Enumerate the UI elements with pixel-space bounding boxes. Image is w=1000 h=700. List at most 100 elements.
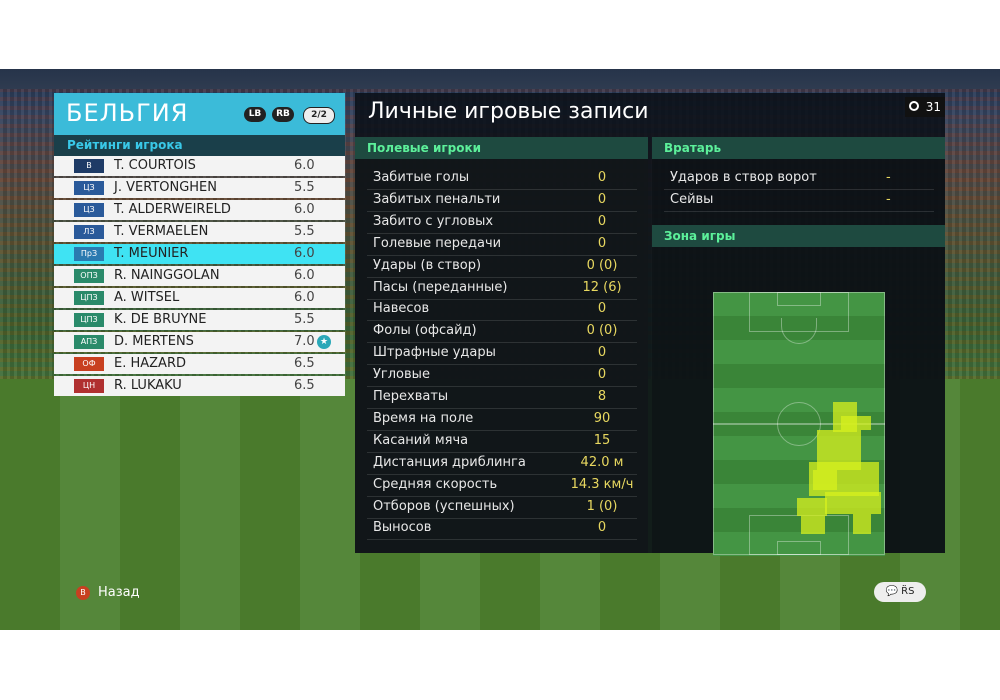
position-badge: ЦН — [74, 379, 104, 393]
ratings-header: Рейтинги игрока — [54, 135, 345, 156]
gk-stat-value: - — [886, 170, 891, 185]
zone-header: Зона игры — [652, 225, 945, 247]
player-name: T. ALDERWEIRELD — [114, 202, 231, 217]
stat-label: Дистанция дриблинга — [373, 454, 526, 470]
player-name: K. DE BRUYNE — [114, 312, 207, 327]
stat-row: Дистанция дриблинга 42.0 м — [367, 453, 637, 475]
records-panel: Личные игровые записи 31 Полевые игроки … — [355, 93, 945, 556]
team-name: БЕЛЬГИЯ — [66, 99, 189, 127]
player-rating: 6.5 — [294, 378, 315, 393]
player-name: T. MEUNIER — [114, 246, 189, 261]
b-button-icon: B — [76, 586, 90, 600]
pitch-stripe — [713, 364, 885, 388]
pitch-stripe — [713, 532, 885, 556]
heatmap-cell — [841, 416, 871, 430]
stat-label: Навесов — [373, 301, 430, 317]
stat-label: Удары (в створ) — [373, 257, 482, 273]
stat-value: 0 — [597, 520, 607, 536]
stat-label: Забитых пенальти — [373, 191, 501, 207]
player-row[interactable]: ЦЗ J. VERTONGHEN 5.5 — [54, 178, 345, 198]
position-badge: ЦПЗ — [74, 313, 104, 327]
player-row[interactable]: ОПЗ R. NAINGGOLAN 6.0 — [54, 266, 345, 286]
stat-value: 0 — [597, 191, 607, 207]
heatmap-cell — [825, 492, 881, 514]
player-name: A. WITSEL — [114, 290, 180, 305]
player-row[interactable]: ЦЗ T. ALDERWEIRELD 6.0 — [54, 200, 345, 220]
position-badge: ЦПЗ — [74, 291, 104, 305]
stat-row: Голевые передачи 0 — [367, 234, 637, 256]
pitch-outline — [713, 292, 885, 555]
player-rating: 6.5 — [294, 356, 315, 371]
star-icon: ★ — [317, 335, 331, 349]
clock-icon — [909, 101, 919, 111]
stat-value: 0 — [597, 367, 607, 383]
stat-row: Угловые 0 — [367, 365, 637, 388]
stat-row: Забито с угловых 0 — [367, 212, 637, 234]
player-rating: 7.0 — [294, 334, 315, 349]
field-players-header: Полевые игроки — [355, 137, 648, 159]
player-row[interactable]: ЛЗ T. VERMAELEN 5.5 — [54, 222, 345, 242]
player-list: В T. COURTOIS 6.0 ЦЗ J. VERTONGHEN 5.5 ЦЗ T. AL… — [54, 156, 345, 396]
stat-row: Фолы (офсайд) 0 (0) — [367, 321, 637, 344]
heatmap-cell — [813, 470, 837, 490]
position-badge: ЛЗ — [74, 225, 104, 239]
stat-label: Средняя скорость — [373, 476, 498, 492]
stat-label: Время на поле — [373, 410, 474, 426]
position-badge: ОПЗ — [74, 269, 104, 283]
lb-button-icon[interactable]: LB — [244, 107, 266, 122]
stat-row: Время на поле 90 — [367, 409, 637, 431]
position-badge: ЦЗ — [74, 203, 104, 217]
rb-button-icon[interactable]: RB — [272, 107, 294, 122]
stat-value: 14.3 км/ч — [570, 476, 634, 492]
stat-label: Выносов — [373, 520, 432, 536]
player-rating: 6.0 — [294, 246, 315, 261]
position-badge: АПЗ — [74, 335, 104, 349]
player-row[interactable]: ЦПЗ A. WITSEL 6.0 — [54, 288, 345, 308]
team-header: БЕЛЬГИЯ LB RB 2/2 — [54, 93, 345, 135]
top-goal-area — [777, 292, 821, 306]
player-row[interactable]: ОФ E. HAZARD 6.5 — [54, 354, 345, 374]
heatmap-cell — [797, 498, 827, 516]
stat-label: Забитые голы — [373, 170, 470, 185]
stat-value: 12 (6) — [582, 279, 622, 295]
player-row[interactable]: ЦПЗ K. DE BRUYNE 5.5 — [54, 310, 345, 330]
back-label: Назад — [98, 585, 140, 600]
player-row[interactable]: В T. COURTOIS 6.0 — [54, 156, 345, 176]
goalkeeper-header: Вратарь — [652, 137, 945, 159]
stat-row: Забитых пенальти 0 — [367, 190, 637, 212]
stat-row: Навесов 0 — [367, 299, 637, 322]
player-name: R. LUKAKU — [114, 378, 182, 393]
game-screen: БЕЛЬГИЯ LB RB 2/2 Рейтинги игрока В T. CO… — [0, 69, 1000, 630]
pitch-stripe — [713, 340, 885, 364]
stat-value: 1 (0) — [586, 498, 618, 514]
heatmap-cell — [853, 514, 871, 534]
player-row[interactable]: АПЗ D. MERTENS 7.0 ★ — [54, 332, 345, 352]
stat-value: 90 — [593, 410, 611, 426]
gk-stat-label: Сейвы — [670, 192, 714, 207]
stat-label: Отборов (успешных) — [373, 498, 515, 514]
gk-stat-row: Сейвы - — [664, 190, 934, 212]
stat-label: Касаний мяча — [373, 432, 469, 448]
player-name: J. VERTONGHEN — [114, 180, 217, 195]
player-name: R. NAINGGOLAN — [114, 268, 220, 283]
stat-row: Забитые голы 0 — [367, 168, 637, 190]
gk-stat-label: Ударов в створ ворот — [670, 170, 817, 185]
stat-row: Касаний мяча 15 — [367, 431, 637, 453]
field-players-panel: Полевые игроки Забитые голы 0 Забитых пена… — [355, 137, 648, 553]
chat-button[interactable]: 💬 R̈S — [874, 582, 926, 602]
stat-row: Выносов 0 — [367, 518, 637, 541]
heatmap-pitch — [713, 292, 885, 556]
stat-row: Пасы (переданные) 12 (6) — [367, 278, 637, 300]
player-row[interactable]: ПрЗ T. MEUNIER 6.0 — [54, 244, 345, 264]
page-indicator: 2/2 — [303, 107, 335, 124]
position-badge: ПрЗ — [74, 247, 104, 261]
player-rating: 6.0 — [294, 202, 315, 217]
gk-stat-row: Ударов в створ ворот - — [664, 168, 934, 190]
team-panel: БЕЛЬГИЯ LB RB 2/2 Рейтинги игрока В T. CO… — [54, 93, 345, 401]
stat-label: Штрафные удары — [373, 345, 496, 361]
gk-stat-value: - — [886, 192, 891, 207]
player-row[interactable]: ЦН R. LUKAKU 6.5 — [54, 376, 345, 396]
stat-value: 42.0 м — [580, 454, 624, 470]
player-rating: 5.5 — [294, 312, 315, 327]
stat-row: Перехваты 8 — [367, 387, 637, 409]
